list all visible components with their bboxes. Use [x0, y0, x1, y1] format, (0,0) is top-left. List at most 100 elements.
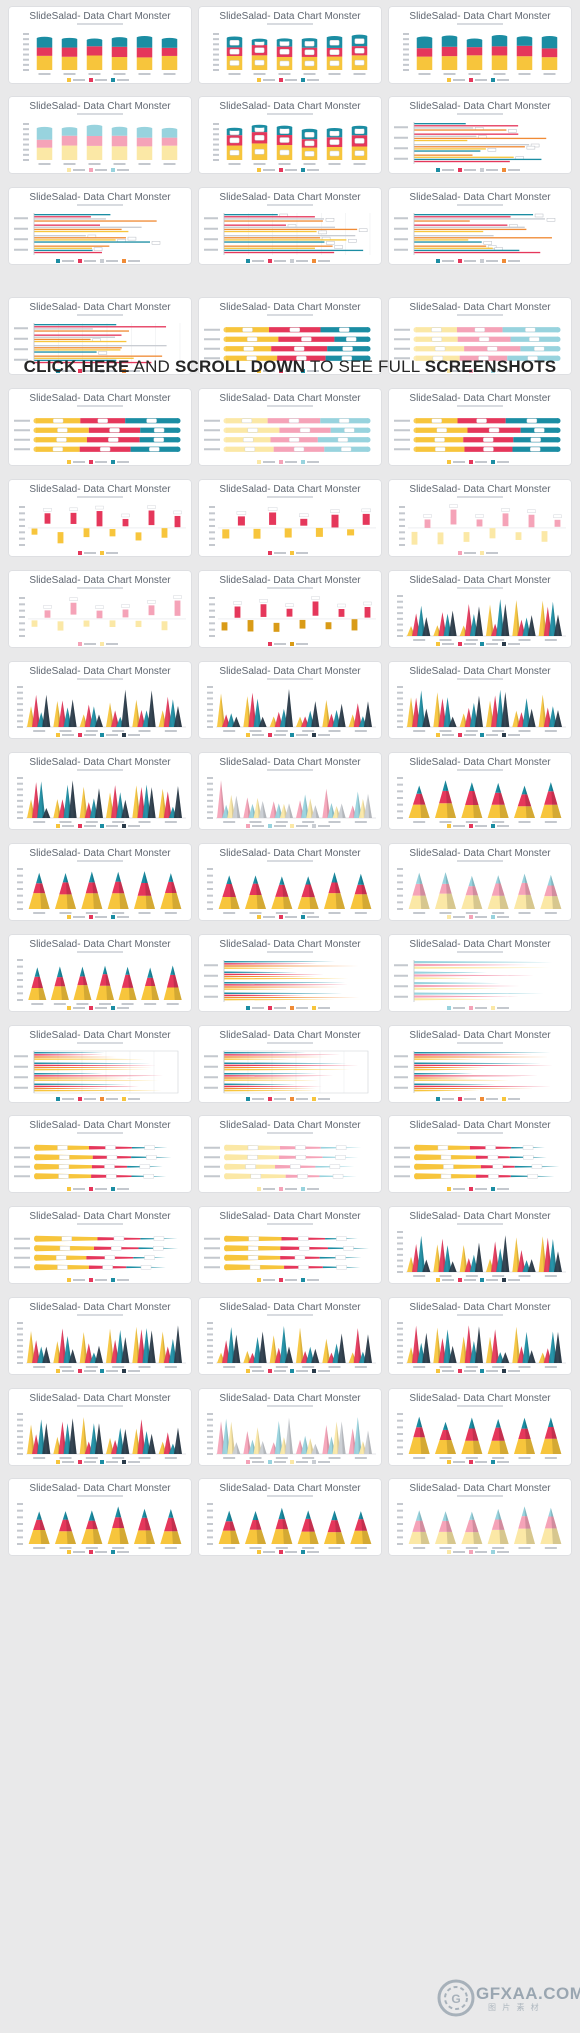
chart-thumbnail[interactable]: SlideSalad- Data Chart Monster [388, 1115, 572, 1193]
cone-shade [136, 699, 141, 727]
y-tick-label [209, 525, 215, 527]
chart-thumbnail[interactable]: SlideSalad- Data Chart Monster [198, 1115, 382, 1193]
chart-thumbnail[interactable]: SlideSalad- Data Chart Monster [198, 1025, 382, 1103]
chart-thumbnail[interactable]: SlideSalad- Data Chart Monster [8, 1297, 192, 1375]
category-label [204, 1065, 218, 1068]
chart-preview [14, 323, 181, 373]
chart-thumbnail[interactable]: SlideSalad- Data Chart Monster [388, 1206, 572, 1284]
chart-thumbnail[interactable]: SlideSalad- Data Chart Monster [198, 1297, 382, 1375]
chart-thumbnail[interactable]: SlideSalad- Data Chart Monster [8, 934, 192, 1012]
chart-thumbnail[interactable]: SlideSalad- Data Chart Monster [198, 843, 382, 921]
chart-thumbnail[interactable]: SlideSalad- Data Chart Monster [198, 934, 382, 1012]
y-axis [17, 868, 23, 910]
chart-thumbnail[interactable]: SlideSalad- Data Chart Monster [8, 661, 192, 739]
thumbnail-subtitle-placeholder [198, 1132, 382, 1134]
chart-thumbnail[interactable]: SlideSalad- Data Chart Monster [388, 934, 572, 1012]
increase-column [96, 610, 103, 619]
cone-shade [442, 1337, 447, 1363]
legend-label [442, 1279, 454, 1281]
legend-swatch [480, 1278, 484, 1282]
chart-thumbnail[interactable]: SlideSalad- Data Chart Monster [198, 96, 382, 174]
y-tick-label [17, 1453, 23, 1455]
data-label [431, 327, 442, 332]
chart-thumbnail[interactable]: SlideSalad- Data Chart Monster [388, 479, 572, 557]
column-cap [351, 125, 368, 129]
category-label [394, 448, 410, 451]
bar [414, 247, 493, 249]
increase-column [424, 519, 431, 528]
chart-thumbnail[interactable]: SlideSalad- Data Chart Monster [8, 388, 192, 466]
chart-thumbnail[interactable]: SlideSalad- Data Chart Monster [198, 297, 382, 375]
stacked-cone-segment [36, 872, 43, 884]
chart-thumbnail[interactable]: SlideSalad- Data Chart Monster [8, 1206, 192, 1284]
banner-click-here[interactable]: CLICK HERE [23, 357, 130, 376]
chart-thumbnail[interactable]: SlideSalad- Data Chart Monster [198, 6, 382, 84]
chart-thumbnail[interactable]: SlideSalad- Data Chart Monster [8, 1478, 192, 1556]
legend-label [318, 1370, 330, 1372]
chart-thumbnail[interactable]: SlideSalad- Data Chart Monster [388, 1025, 572, 1103]
chart-thumbnail[interactable]: SlideSalad- Data Chart Monster [8, 752, 192, 830]
chart-thumbnail[interactable]: SlideSalad- Data Chart Monster [198, 479, 382, 557]
y-axis [17, 1503, 23, 1545]
chart-thumbnail[interactable]: SlideSalad- Data Chart Monster [388, 1388, 572, 1466]
chart-thumbnail[interactable]: SlideSalad- Data Chart Monster [388, 297, 572, 375]
column-cap [161, 37, 178, 42]
thumbnail-title: SlideSalad- Data Chart Monster [409, 192, 551, 203]
cone-shade [336, 1343, 341, 1363]
chart-thumbnail[interactable]: SlideSalad- Data Chart Monster [388, 388, 572, 466]
chart-thumbnail[interactable]: SlideSalad- Data Chart Monster [198, 752, 382, 830]
chart-thumbnail[interactable]: SlideSalad- Data Chart Monster [8, 6, 192, 84]
chart-thumbnail[interactable]: SlideSalad- Data Chart Monster [388, 843, 572, 921]
chart-thumbnail[interactable]: SlideSalad- Data Chart Monster [388, 752, 572, 830]
chart-thumbnail[interactable]: SlideSalad- Data Chart Monster [388, 1478, 572, 1556]
chart-thumbnail[interactable]: SlideSalad- Data Chart Monster [198, 1478, 382, 1556]
cone-bar [224, 965, 359, 967]
chart-thumbnail[interactable]: SlideSalad- Data Chart Monster [8, 570, 192, 648]
stacked-cone-segment [491, 1519, 505, 1530]
chart-thumbnail[interactable]: SlideSalad- Data Chart Monster [8, 1025, 192, 1103]
category-label [14, 419, 30, 422]
chart-legend [268, 551, 308, 555]
chart-thumbnail[interactable]: SlideSalad- Data Chart Monster [8, 843, 192, 921]
chart-thumbnail[interactable]: SlideSalad- Data Chart Monster [198, 1206, 382, 1284]
bar-cap [223, 446, 229, 452]
chart-thumbnail[interactable]: SlideSalad- Data Chart Monster [388, 187, 572, 265]
chart-thumbnail[interactable]: SlideSalad- Data Chart Monster [198, 388, 382, 466]
legend-label [307, 169, 319, 171]
chart-thumbnail[interactable]: SlideSalad- Data Chart Monster [198, 187, 382, 265]
scroll-banner[interactable]: CLICK HERE AND SCROLL DOWN TO SEE FULL S… [0, 350, 580, 384]
y-tick-label [207, 1536, 213, 1539]
chart-thumbnail[interactable]: SlideSalad- Data Chart Monster [8, 96, 192, 174]
chart-thumbnail[interactable]: SlideSalad- Data Chart Monster [8, 1115, 192, 1193]
cone-mark [121, 1336, 130, 1363]
data-label [440, 1174, 452, 1179]
chart-thumbnail[interactable]: SlideSalad- Data Chart Monster [388, 6, 572, 84]
cone-mark [311, 1348, 320, 1363]
stacked-column-segment [111, 135, 128, 147]
bar [224, 224, 286, 226]
chart-thumbnail[interactable]: SlideSalad- Data Chart Monster [388, 661, 572, 739]
cone-shade [463, 1244, 468, 1272]
cone-shade [278, 711, 283, 727]
chart-thumbnail[interactable]: SlideSalad- Data Chart Monster [198, 661, 382, 739]
y-tick-label [207, 1543, 213, 1545]
chart-thumbnail[interactable]: SlideSalad- Data Chart Monster [8, 479, 192, 557]
chart-thumbnail[interactable]: SlideSalad- Data Chart Monster [388, 1297, 572, 1375]
data-label [342, 346, 353, 351]
chart-legend [67, 1006, 129, 1010]
legend-label [497, 1551, 509, 1553]
chart-thumbnail[interactable]: SlideSalad- Data Chart Monster [388, 96, 572, 174]
y-tick-label [397, 1265, 403, 1268]
chart-thumbnail[interactable]: SlideSalad- Data Chart Monster [198, 1388, 382, 1466]
bar-cap [555, 355, 561, 361]
x-tick-label [544, 1275, 557, 1277]
y-tick-label [207, 1453, 213, 1455]
chart-thumbnail[interactable]: SlideSalad- Data Chart Monster [388, 570, 572, 648]
stacked-cone-segment [548, 1507, 554, 1517]
chart-thumbnail[interactable]: SlideSalad- Data Chart Monster [198, 570, 382, 648]
chart-thumbnail[interactable]: SlideSalad- Data Chart Monster [8, 1388, 192, 1466]
cone-bar [224, 1077, 303, 1079]
stacked-column-segment [86, 126, 103, 137]
chart-thumbnail[interactable]: SlideSalad- Data Chart Monster [8, 187, 192, 265]
chart-thumbnail[interactable]: SlideSalad- Data Chart Monster [8, 297, 192, 375]
